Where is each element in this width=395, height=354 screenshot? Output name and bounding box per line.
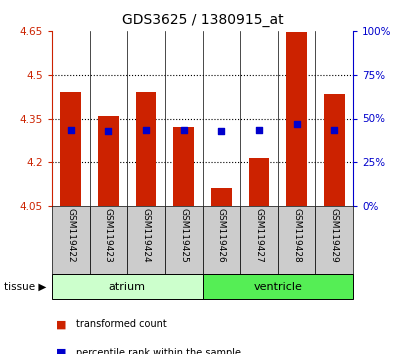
Text: GSM119424: GSM119424 <box>141 208 150 263</box>
Bar <box>136 92 156 206</box>
Text: GSM119423: GSM119423 <box>104 208 113 263</box>
Text: ■: ■ <box>56 319 66 329</box>
Point <box>331 127 337 133</box>
Point <box>143 127 149 133</box>
Bar <box>90 206 127 274</box>
Text: GSM119427: GSM119427 <box>254 208 263 263</box>
Text: ventricle: ventricle <box>253 281 302 291</box>
Bar <box>98 116 119 206</box>
Bar <box>127 206 165 274</box>
Title: GDS3625 / 1380915_at: GDS3625 / 1380915_at <box>122 13 283 27</box>
Point <box>68 127 74 133</box>
Bar <box>52 206 90 274</box>
Bar <box>211 188 231 206</box>
Bar <box>240 206 278 274</box>
Bar <box>278 206 315 274</box>
Bar <box>52 274 203 299</box>
Text: atrium: atrium <box>109 281 146 291</box>
Text: GSM119428: GSM119428 <box>292 208 301 263</box>
Point <box>293 121 300 127</box>
Text: ■: ■ <box>56 348 66 354</box>
Text: tissue ▶: tissue ▶ <box>4 281 46 291</box>
Bar <box>203 206 240 274</box>
Text: percentile rank within the sample: percentile rank within the sample <box>76 348 241 354</box>
Point <box>105 128 112 133</box>
Text: transformed count: transformed count <box>76 319 166 329</box>
Text: GSM119426: GSM119426 <box>217 208 226 263</box>
Text: GSM119429: GSM119429 <box>330 208 339 263</box>
Point <box>218 128 224 133</box>
Bar <box>315 206 353 274</box>
Bar <box>173 127 194 206</box>
Text: GSM119425: GSM119425 <box>179 208 188 263</box>
Bar <box>165 206 203 274</box>
Point <box>256 127 262 133</box>
Point <box>181 127 187 133</box>
Text: GSM119422: GSM119422 <box>66 208 75 263</box>
Bar <box>286 32 307 206</box>
Bar <box>203 274 353 299</box>
Bar <box>60 92 81 206</box>
Bar <box>248 158 269 206</box>
Bar <box>324 94 344 206</box>
